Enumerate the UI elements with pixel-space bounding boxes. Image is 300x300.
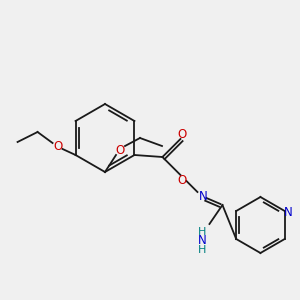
Text: O: O: [178, 173, 187, 187]
Text: H: H: [198, 245, 207, 255]
Text: O: O: [53, 140, 62, 154]
Text: N: N: [284, 206, 293, 220]
Text: O: O: [178, 128, 187, 142]
Text: H: H: [198, 227, 207, 237]
Text: N: N: [199, 190, 208, 203]
Text: O: O: [116, 143, 124, 157]
Text: N: N: [198, 235, 207, 248]
